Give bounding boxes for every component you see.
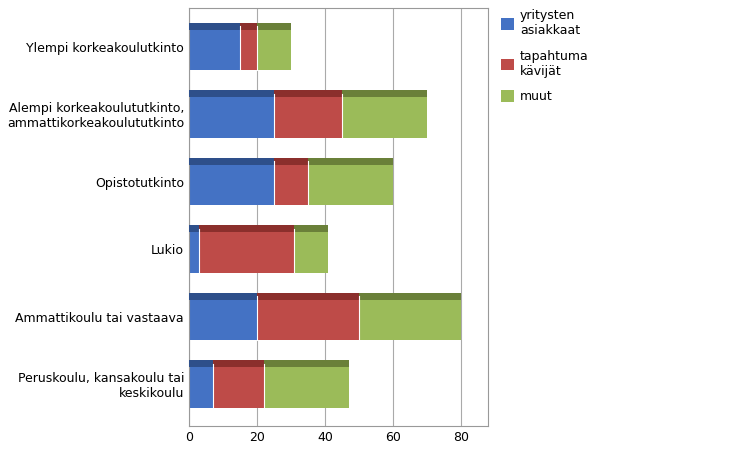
Bar <box>189 158 274 165</box>
Bar <box>342 94 427 138</box>
Bar <box>359 293 461 300</box>
Bar <box>240 26 257 70</box>
Bar <box>189 161 274 205</box>
Bar <box>213 364 264 408</box>
Bar <box>274 158 308 165</box>
Bar <box>189 94 274 138</box>
Bar <box>264 364 349 408</box>
Legend: yritysten
asiakkaat, tapahtuma
kävijät, muut: yritysten asiakkaat, tapahtuma kävijät, … <box>498 5 593 107</box>
Bar <box>189 296 257 340</box>
Bar <box>308 158 393 165</box>
Bar <box>257 23 291 30</box>
Bar <box>274 90 342 97</box>
Bar <box>257 26 291 70</box>
Bar <box>199 229 294 272</box>
Bar <box>189 225 199 232</box>
Bar <box>274 161 308 205</box>
Bar <box>189 23 240 30</box>
Bar <box>240 23 257 30</box>
Bar <box>257 293 359 300</box>
Bar <box>359 296 461 340</box>
Bar <box>294 225 328 232</box>
Bar <box>274 94 342 138</box>
Bar <box>189 26 240 70</box>
Bar <box>264 360 349 367</box>
Bar <box>189 293 257 300</box>
Bar <box>342 90 427 97</box>
Bar <box>189 364 213 408</box>
Bar <box>189 229 199 272</box>
Bar <box>213 360 264 367</box>
Bar <box>189 360 213 367</box>
Bar <box>294 229 328 272</box>
Bar <box>189 90 274 97</box>
Bar <box>308 161 393 205</box>
Bar <box>199 225 294 232</box>
Bar <box>257 296 359 340</box>
